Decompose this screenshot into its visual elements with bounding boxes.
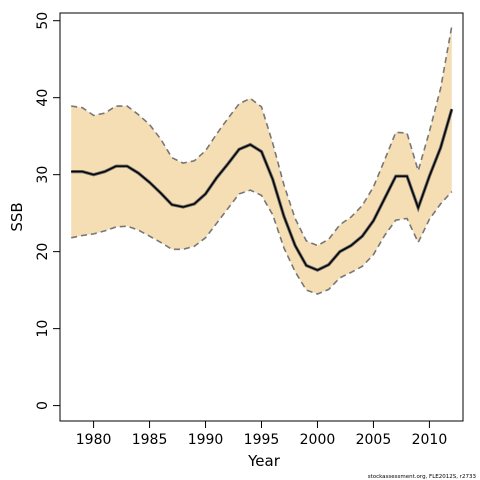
- x-tick-label: 1990: [188, 432, 224, 448]
- lower-bound-line: [71, 189, 453, 295]
- x-tick-label: 1995: [244, 432, 280, 448]
- upper-bound-line: [71, 25, 453, 247]
- x-tick-label: 2010: [412, 432, 448, 448]
- x-axis-title: Year: [247, 452, 281, 470]
- y-tick-label: 0: [35, 401, 51, 410]
- y-tick-label: 20: [35, 243, 51, 261]
- estimate-line: [71, 109, 453, 271]
- y-tick-label: 50: [35, 12, 51, 30]
- x-tick-label: 1980: [76, 432, 112, 448]
- plot-area: [71, 25, 454, 295]
- x-tick-label: 2005: [356, 432, 392, 448]
- x-axis: 1980 1985 1990 1995 2000 2005 2010: [76, 420, 448, 448]
- y-tick-label: 40: [35, 89, 51, 107]
- y-tick-label: 30: [35, 166, 51, 184]
- confidence-band: [71, 26, 452, 294]
- y-axis: 0 10 20 30 40 50: [35, 12, 61, 410]
- x-tick-label: 2000: [300, 432, 336, 448]
- y-tick-label: 10: [35, 320, 51, 338]
- y-axis-title: SSB: [8, 202, 26, 231]
- credit-text: stockassessment.org, FLE2012S, r2733: [368, 474, 477, 480]
- x-tick-label: 1985: [132, 432, 168, 448]
